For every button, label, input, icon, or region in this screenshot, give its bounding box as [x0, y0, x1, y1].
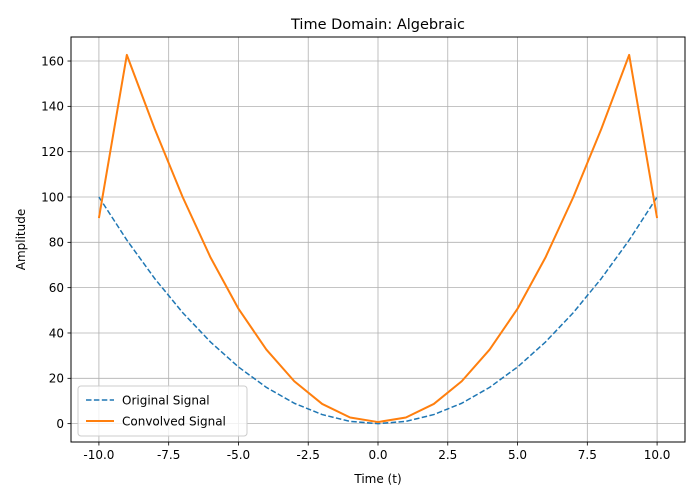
- x-tick-label: -7.5: [157, 448, 180, 462]
- y-tick-label: 140: [41, 100, 64, 114]
- ticks: -10.0 -7.5 -5.0 -2.5 0.0 2.5 5.0 7.5 10.0 0 20 40 60…: [41, 54, 670, 462]
- series-line-original-signal: [98, 196, 658, 425]
- y-tick-label: 0: [56, 417, 64, 431]
- y-axis-label: Amplitude: [14, 209, 28, 271]
- x-tick-label: -10.0: [83, 448, 114, 462]
- x-axis-label: Time (t): [353, 472, 401, 486]
- y-tick-label: 160: [41, 54, 64, 68]
- y-tick-label: 40: [49, 326, 64, 340]
- y-tick-label: 120: [41, 145, 64, 159]
- x-tick-label: -5.0: [227, 448, 250, 462]
- y-tick-label: 60: [49, 281, 64, 295]
- legend: Original Signal Convolved Signal: [77, 385, 248, 437]
- y-tick-label: 80: [49, 236, 64, 250]
- x-tick-label: 5.0: [508, 448, 527, 462]
- x-tick-label: 0.0: [368, 448, 387, 462]
- x-tick-label: 10.0: [644, 448, 671, 462]
- legend-box: [77, 385, 248, 437]
- chart-title: Time Domain: Algebraic: [290, 17, 465, 33]
- x-tick-label: 2.5: [438, 448, 457, 462]
- y-tick-label: 20: [49, 372, 64, 386]
- x-tick-label: -2.5: [297, 448, 320, 462]
- x-tick-label: 7.5: [578, 448, 597, 462]
- legend-label: Convolved Signal: [122, 414, 226, 428]
- series-line-convolved-signal: [97, 53, 659, 424]
- y-tick-label: 100: [41, 190, 64, 204]
- legend-label: Original Signal: [122, 393, 210, 407]
- series-layer: [97, 53, 659, 425]
